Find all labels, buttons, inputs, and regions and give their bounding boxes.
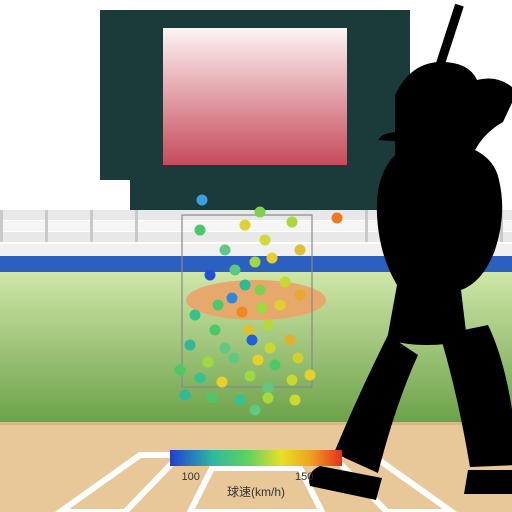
pitch-point bbox=[332, 213, 343, 224]
pitch-point bbox=[227, 293, 238, 304]
pitch-point bbox=[220, 343, 231, 354]
pitch-point bbox=[260, 235, 271, 246]
pitch-point bbox=[230, 265, 241, 276]
pitch-point bbox=[235, 395, 246, 406]
pitch-point bbox=[293, 353, 304, 364]
pitch-point bbox=[247, 335, 258, 346]
pitch-point bbox=[195, 373, 206, 384]
pitch-point bbox=[287, 217, 298, 228]
pitch-point bbox=[205, 270, 216, 281]
pitch-point bbox=[270, 360, 281, 371]
pitch-point bbox=[195, 225, 206, 236]
pitch-point bbox=[197, 195, 208, 206]
pitch-point bbox=[250, 405, 261, 416]
pitch-point bbox=[203, 357, 214, 368]
pitch-point bbox=[263, 383, 274, 394]
pitch-location-chart: 100 150 球速(km/h) bbox=[0, 0, 512, 512]
pitch-point bbox=[237, 307, 248, 318]
pitch-point bbox=[207, 393, 218, 404]
pitch-point bbox=[263, 393, 274, 404]
pitch-point bbox=[285, 335, 296, 346]
pitch-point bbox=[190, 310, 201, 321]
pitch-point bbox=[220, 245, 231, 256]
pitch-point bbox=[217, 377, 228, 388]
pitch-point bbox=[245, 371, 256, 382]
pitch-point bbox=[275, 300, 286, 311]
pitch-point bbox=[267, 253, 278, 264]
legend-gradient-bar bbox=[170, 450, 342, 466]
pitch-point bbox=[253, 355, 264, 366]
pitch-point bbox=[240, 220, 251, 231]
pitch-point bbox=[229, 353, 240, 364]
pitch-point bbox=[295, 290, 306, 301]
pitch-point bbox=[257, 303, 268, 314]
pitch-point bbox=[180, 390, 191, 401]
chart-svg: 100 150 球速(km/h) bbox=[0, 0, 512, 512]
pitch-point bbox=[250, 257, 261, 268]
pitch-point bbox=[210, 325, 221, 336]
pitch-point bbox=[213, 300, 224, 311]
pitch-point bbox=[255, 285, 266, 296]
pitch-point bbox=[255, 207, 266, 218]
pitch-point bbox=[287, 375, 298, 386]
legend-label: 球速(km/h) bbox=[227, 485, 285, 499]
pitch-point bbox=[280, 277, 291, 288]
pitch-point bbox=[240, 280, 251, 291]
pitch-point bbox=[185, 340, 196, 351]
legend-tick: 150 bbox=[295, 471, 313, 483]
pitch-point bbox=[263, 320, 274, 331]
pitch-point bbox=[265, 343, 276, 354]
pitch-point bbox=[295, 245, 306, 256]
pitch-point bbox=[290, 395, 301, 406]
pitch-point bbox=[175, 365, 186, 376]
legend-tick: 100 bbox=[181, 471, 199, 483]
pitch-point bbox=[305, 370, 316, 381]
pitch-point bbox=[244, 325, 255, 336]
